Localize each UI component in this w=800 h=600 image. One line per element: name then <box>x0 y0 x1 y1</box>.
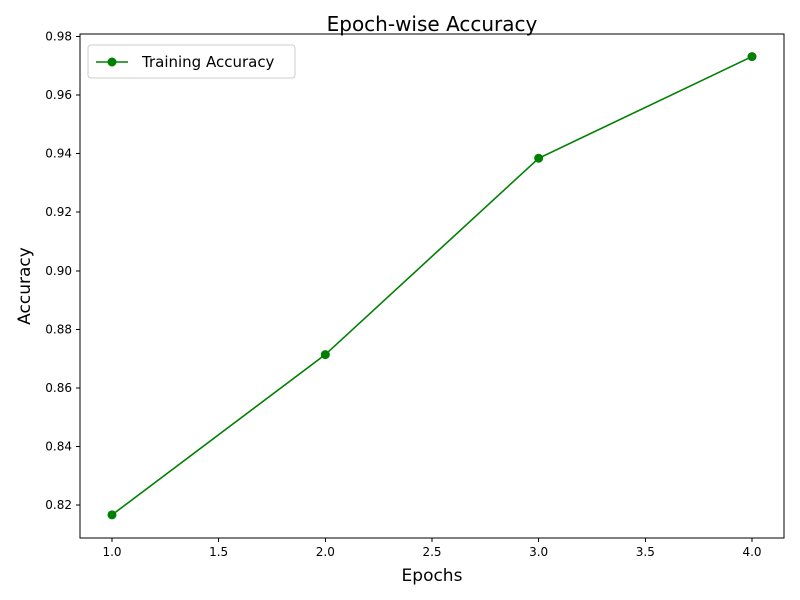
x-tick-label: 1.5 <box>209 545 228 559</box>
data-point <box>747 52 757 62</box>
chart-title: Epoch-wise Accuracy <box>327 12 538 36</box>
y-tick-label: 0.82 <box>45 498 72 512</box>
legend: Training Accuracy <box>87 44 296 79</box>
data-point <box>534 153 544 163</box>
legend-marker <box>107 57 117 67</box>
legend-box <box>87 44 296 79</box>
x-tick-label: 3.0 <box>529 545 548 559</box>
data-point <box>107 510 117 520</box>
series-line <box>111 55 753 516</box>
y-axis-label: Accuracy <box>15 247 35 325</box>
series-layer <box>107 52 757 520</box>
y-tick-label: 0.90 <box>45 264 72 278</box>
legend-label: Training Accuracy <box>141 53 275 71</box>
x-axis-label: Epochs <box>402 566 463 586</box>
y-tick-label: 0.86 <box>45 381 72 395</box>
y-tick-label: 0.94 <box>45 147 72 161</box>
data-point <box>320 350 330 360</box>
x-tick-label: 3.5 <box>636 545 655 559</box>
x-tick-label: 1.0 <box>102 545 121 559</box>
x-tick-label: 2.0 <box>316 545 335 559</box>
y-tick-label: 0.88 <box>45 322 72 336</box>
plot-frame <box>79 33 785 539</box>
y-axis-ticks: 0.82 0.84 0.86 0.88 0.90 0.92 0.94 0.96 0.98 <box>45 29 80 512</box>
y-tick-label: 0.92 <box>45 205 72 219</box>
x-tick-label: 4.0 <box>742 545 761 559</box>
y-tick-label: 0.98 <box>45 29 72 43</box>
x-axis-ticks: 1.0 1.5 2.0 2.5 3.0 3.5 4.0 <box>102 538 762 559</box>
x-tick-label: 2.5 <box>422 545 441 559</box>
y-tick-label: 0.84 <box>45 440 72 454</box>
plot-area: 1.0 1.5 2.0 2.5 3.0 3.5 4.0 0.820.840.860.880.… <box>45 29 785 559</box>
y-tick-label: 0.96 <box>45 88 72 102</box>
